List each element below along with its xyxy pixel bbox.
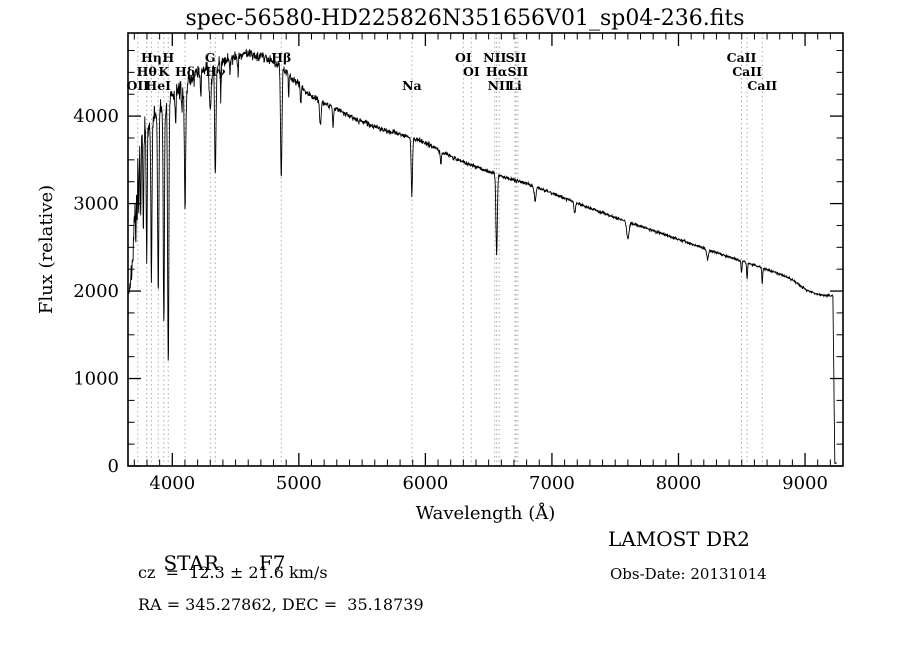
spectral-line-label: HeI xyxy=(145,78,171,93)
cz-value: cz = 12.3 ± 21.6 km/s xyxy=(138,563,328,582)
spectral-line-label: CaII xyxy=(732,64,762,79)
spectral-line-label: Hγ xyxy=(205,64,226,79)
svg-text:1000: 1000 xyxy=(73,369,119,390)
y-axis-title: Flux (relative) xyxy=(36,185,57,314)
object-class: STAR xyxy=(163,551,219,575)
spectral-line-label: Hη xyxy=(141,50,162,65)
spectral-line-label: SII xyxy=(508,64,529,79)
svg-text:6000: 6000 xyxy=(402,473,448,494)
svg-text:3000: 3000 xyxy=(73,194,119,215)
spectral-line-label: Na xyxy=(402,78,422,93)
svg-text:7000: 7000 xyxy=(529,473,575,494)
spectral-line-label: NII xyxy=(488,78,511,93)
spectral-line-label: Hθ xyxy=(137,64,157,79)
plot-title: spec-56580-HD225826N351656V01_sp04-236.f… xyxy=(185,6,745,31)
svg-text:8000: 8000 xyxy=(656,473,702,494)
spectral-line-label: H xyxy=(162,50,174,65)
spectral-line-label: CaII xyxy=(747,78,777,93)
ra-dec: RA = 345.27862, DEC = 35.18739 xyxy=(138,595,424,614)
spectral-line-label: NII xyxy=(483,50,506,65)
spectral-line-label: G xyxy=(205,50,216,65)
classification-line: STAR F7 xyxy=(138,527,286,599)
spectral-line-label: Hβ xyxy=(271,50,291,65)
spectral-line-label: OII xyxy=(126,78,149,93)
svg-text:2000: 2000 xyxy=(73,281,119,302)
spectral-line-label: CaII xyxy=(727,50,757,65)
spectral-line-label: OI xyxy=(463,64,480,79)
spectral-line-label: K xyxy=(158,64,170,79)
spectral-line-label: Hα xyxy=(486,64,508,79)
axes: 4000 5000 6000 7000 8000 9000 0 1000 2000 3000 400… xyxy=(36,32,844,524)
spectral-line-label: SII xyxy=(506,50,527,65)
obs-date: Obs-Date: 20131014 xyxy=(610,565,767,583)
x-axis-title: Wavelength (Å) xyxy=(416,502,556,524)
svg-text:0: 0 xyxy=(108,456,119,477)
object-subclass: F7 xyxy=(258,551,286,575)
survey-label: LAMOST DR2 xyxy=(608,527,750,551)
spectral-line-label: Li xyxy=(508,78,522,93)
spectral-line-label: Hδ xyxy=(175,64,195,79)
spectral-line-label: OI xyxy=(455,50,472,65)
svg-text:4000: 4000 xyxy=(73,106,119,127)
spectrum-trace xyxy=(128,48,837,465)
svg-text:9000: 9000 xyxy=(782,473,828,494)
svg-text:5000: 5000 xyxy=(276,473,322,494)
svg-text:4000: 4000 xyxy=(149,473,195,494)
